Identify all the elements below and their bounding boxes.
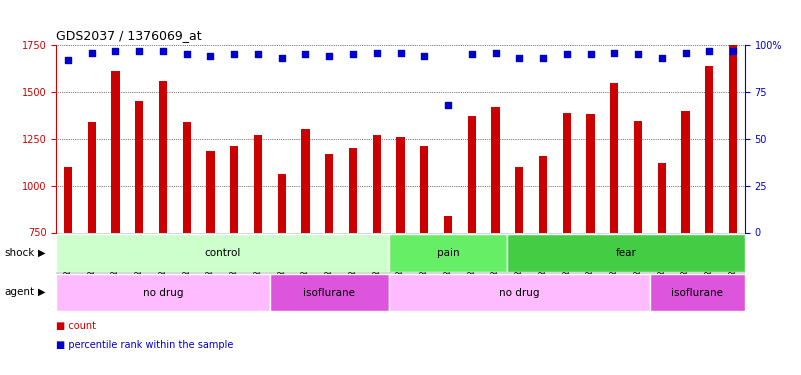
Point bbox=[299, 51, 312, 57]
Bar bbox=[491, 107, 500, 232]
Bar bbox=[349, 148, 357, 232]
Text: no drug: no drug bbox=[499, 288, 540, 297]
Text: shock: shock bbox=[4, 248, 34, 258]
Bar bbox=[586, 114, 594, 232]
Bar bbox=[301, 129, 310, 232]
Point bbox=[156, 48, 169, 54]
Point bbox=[561, 51, 574, 57]
Text: ■ count: ■ count bbox=[56, 321, 96, 331]
Bar bbox=[396, 137, 405, 232]
Text: control: control bbox=[204, 248, 240, 258]
Point bbox=[537, 55, 549, 61]
Bar bbox=[87, 122, 96, 232]
Bar bbox=[111, 71, 119, 232]
Bar bbox=[610, 82, 618, 232]
Point bbox=[489, 50, 502, 55]
Point bbox=[85, 50, 98, 55]
Point bbox=[608, 50, 621, 55]
Text: isoflurane: isoflurane bbox=[671, 288, 723, 297]
Bar bbox=[388, 234, 507, 272]
Point bbox=[727, 48, 739, 54]
Point bbox=[133, 48, 146, 54]
Bar bbox=[64, 167, 72, 232]
Bar bbox=[539, 156, 547, 232]
Point bbox=[227, 51, 240, 57]
Point bbox=[323, 53, 336, 59]
Point bbox=[180, 51, 193, 57]
Point bbox=[632, 51, 645, 57]
Point bbox=[276, 55, 288, 61]
Point bbox=[62, 57, 74, 63]
Point bbox=[513, 55, 525, 61]
Point bbox=[252, 51, 264, 57]
Point bbox=[109, 48, 122, 54]
Bar bbox=[207, 151, 215, 232]
Bar bbox=[507, 234, 745, 272]
Point bbox=[584, 51, 597, 57]
Text: fear: fear bbox=[616, 248, 637, 258]
Bar bbox=[56, 234, 388, 272]
Bar bbox=[270, 274, 388, 311]
Text: ■ percentile rank within the sample: ■ percentile rank within the sample bbox=[56, 340, 233, 350]
Text: agent: agent bbox=[4, 286, 34, 297]
Text: no drug: no drug bbox=[143, 288, 183, 297]
Bar bbox=[159, 81, 167, 232]
Point bbox=[347, 51, 360, 57]
Bar bbox=[230, 146, 239, 232]
Bar bbox=[135, 101, 143, 232]
Point bbox=[394, 50, 407, 55]
Point bbox=[204, 53, 217, 59]
Point bbox=[418, 53, 431, 59]
Bar bbox=[444, 216, 453, 232]
Text: pain: pain bbox=[437, 248, 459, 258]
Bar bbox=[420, 146, 429, 232]
Point bbox=[655, 55, 668, 61]
Text: GDS2037 / 1376069_at: GDS2037 / 1376069_at bbox=[56, 30, 202, 42]
Text: ▶: ▶ bbox=[38, 286, 46, 297]
Bar bbox=[682, 111, 690, 232]
Bar bbox=[658, 163, 666, 232]
Bar bbox=[515, 167, 523, 232]
Bar bbox=[562, 112, 571, 232]
Text: isoflurane: isoflurane bbox=[304, 288, 355, 297]
Text: ▶: ▶ bbox=[38, 248, 46, 258]
Bar bbox=[56, 274, 270, 311]
Bar bbox=[388, 274, 650, 311]
Bar bbox=[183, 122, 191, 232]
Point bbox=[679, 50, 692, 55]
Bar bbox=[372, 135, 381, 232]
Bar bbox=[254, 135, 262, 232]
Point bbox=[465, 51, 478, 57]
Bar bbox=[729, 45, 737, 232]
Point bbox=[441, 102, 454, 108]
Bar bbox=[634, 121, 642, 232]
Bar bbox=[705, 66, 714, 232]
Bar bbox=[325, 154, 333, 232]
Point bbox=[370, 50, 383, 55]
Bar bbox=[468, 116, 476, 232]
Bar bbox=[650, 274, 745, 311]
Point bbox=[703, 48, 716, 54]
Bar bbox=[278, 174, 286, 232]
